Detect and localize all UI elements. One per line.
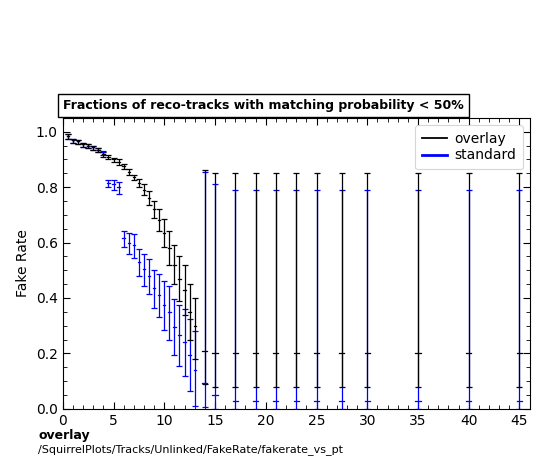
- Y-axis label: Fake Rate: Fake Rate: [16, 230, 31, 297]
- Legend: overlay, standard: overlay, standard: [415, 125, 523, 170]
- Text: /SquirrelPlots/Tracks/Unlinked/FakeRate/fakerate_vs_pt: /SquirrelPlots/Tracks/Unlinked/FakeRate/…: [38, 444, 343, 456]
- Text: overlay: overlay: [38, 429, 90, 442]
- Text: Fractions of reco-tracks with matching probability < 50%: Fractions of reco-tracks with matching p…: [63, 99, 464, 112]
